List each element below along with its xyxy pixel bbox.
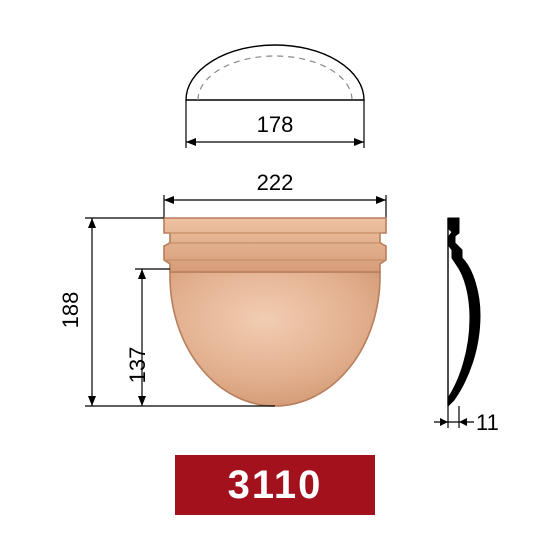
product-code: 3110 xyxy=(228,463,323,508)
dim-profile-depth-value: 11 xyxy=(476,410,499,436)
product-code-badge: 3110 xyxy=(175,455,375,515)
technical-drawing: 178 222 188 /* place the 188 label */ [d… xyxy=(0,0,550,550)
